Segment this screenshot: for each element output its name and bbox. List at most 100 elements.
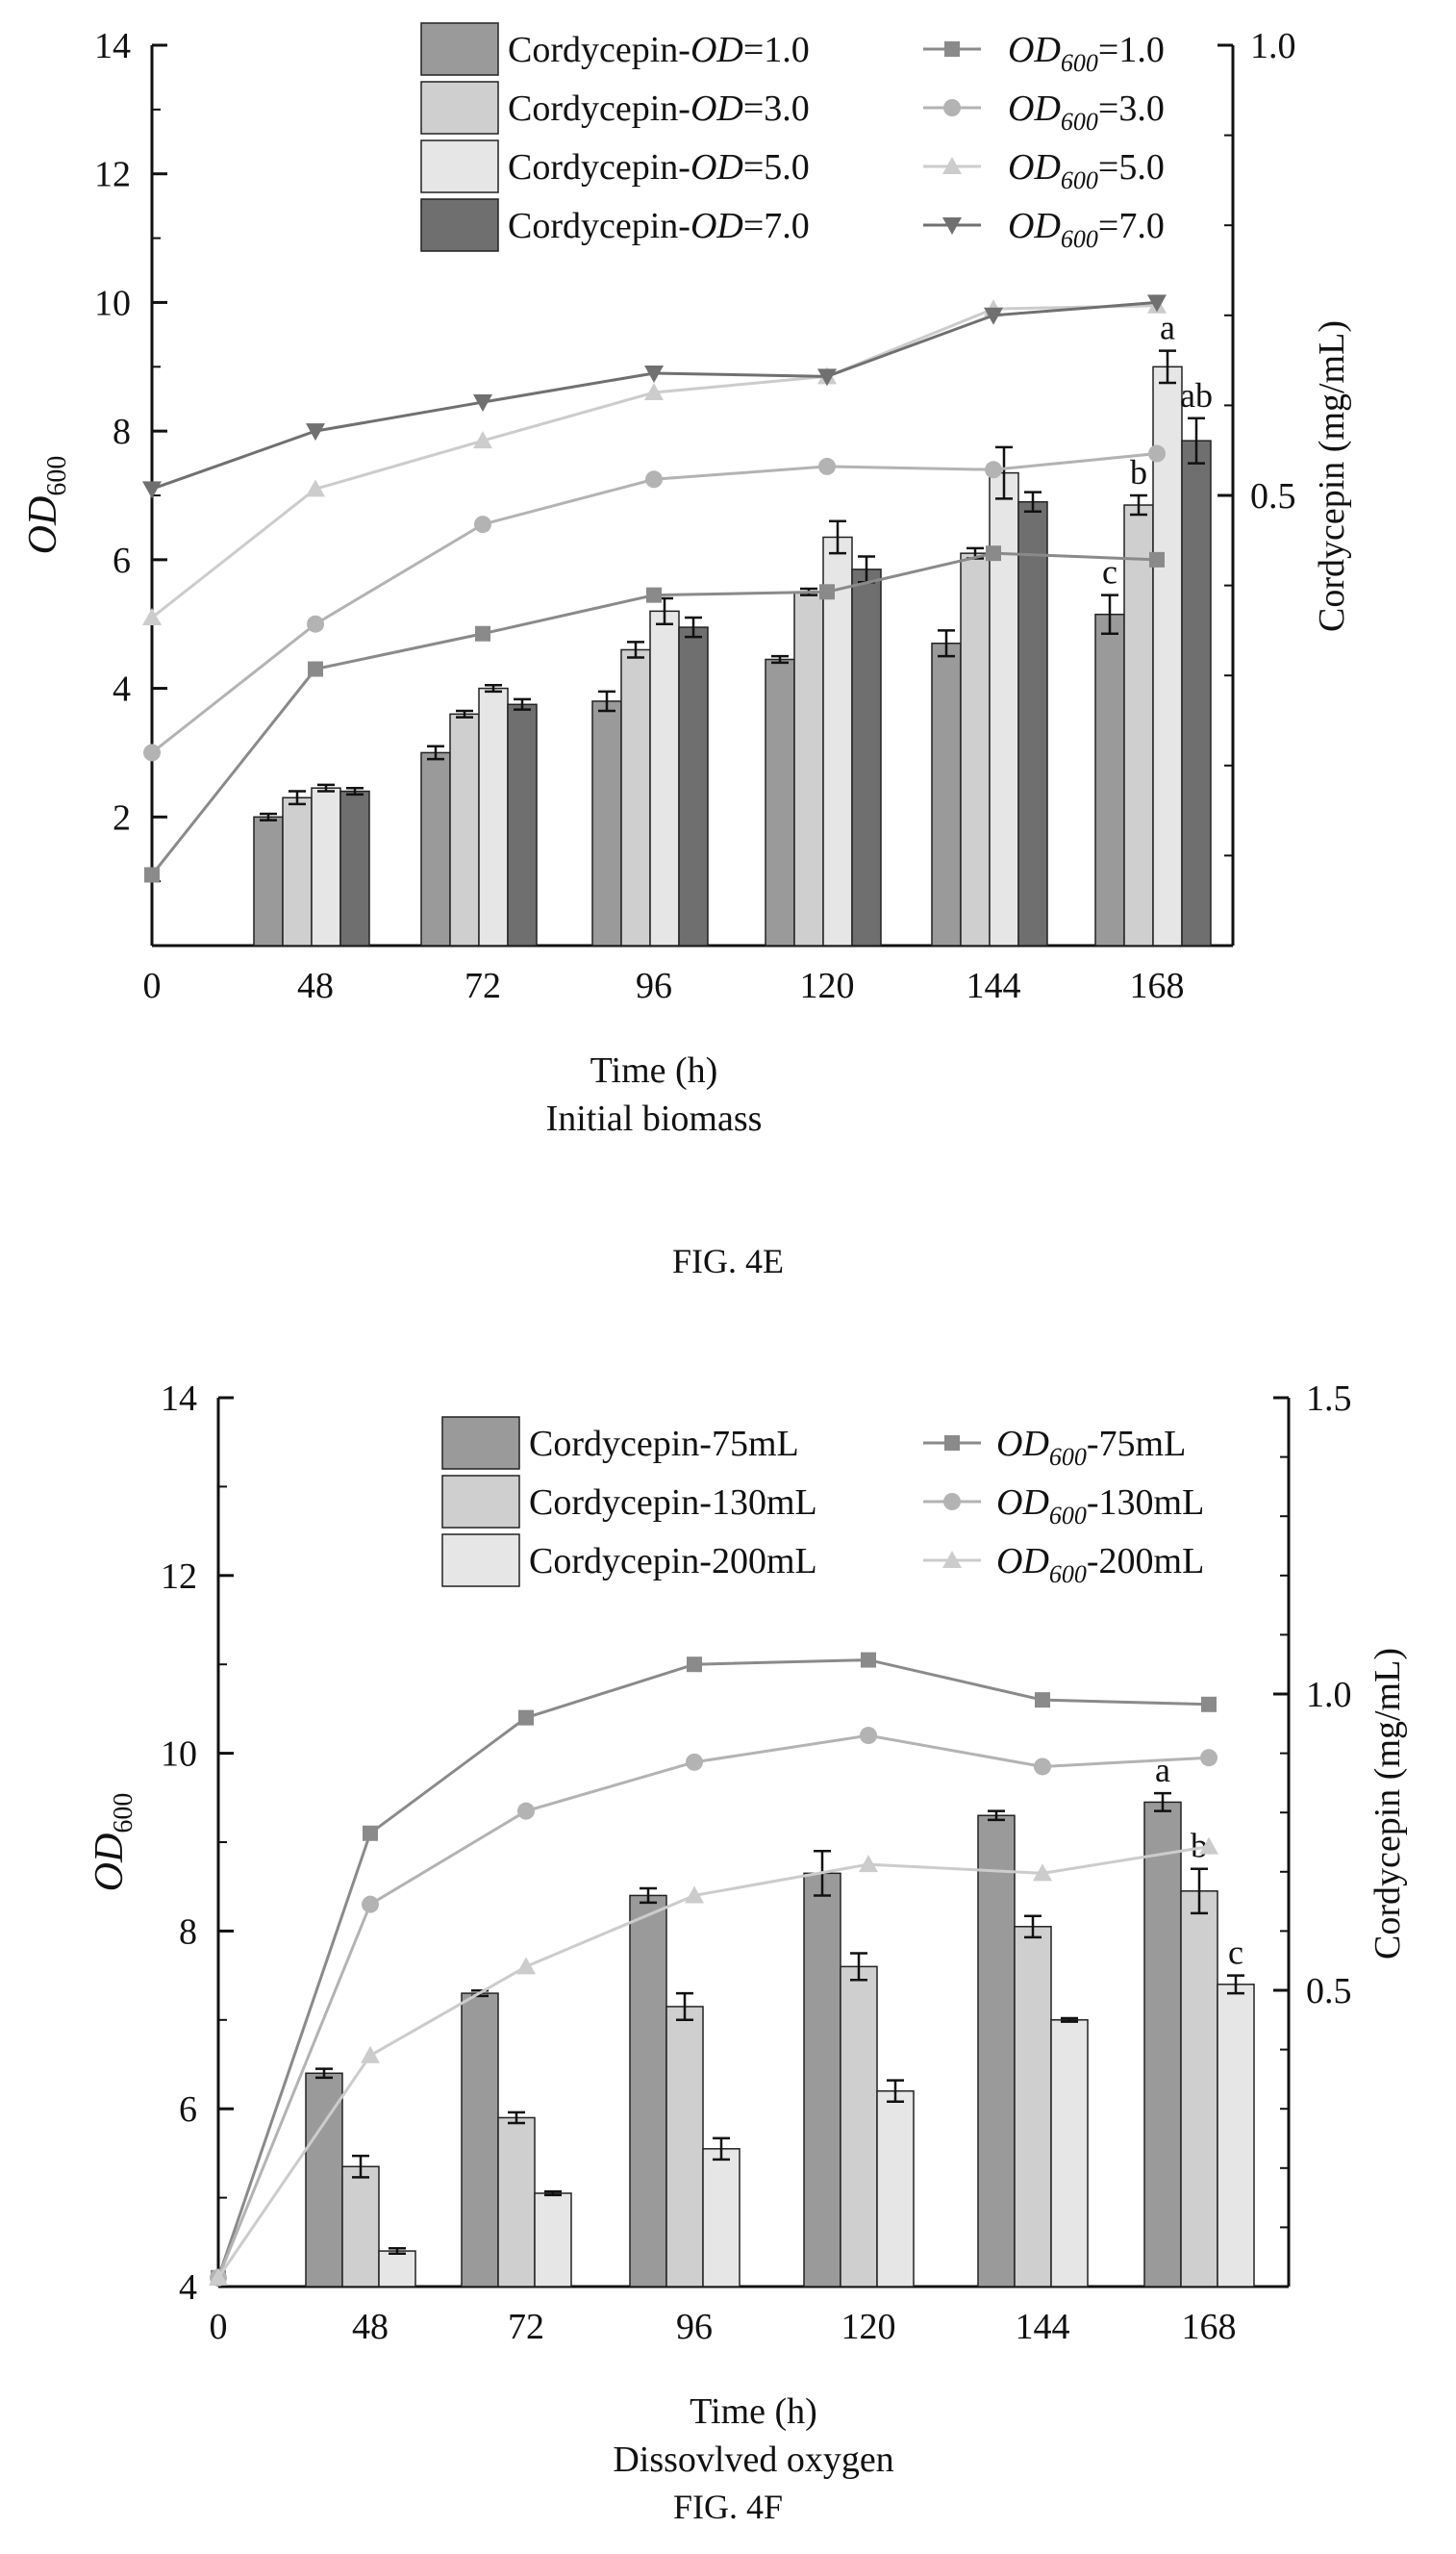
series-point — [362, 1895, 379, 1913]
legend-label-part: OD — [690, 30, 743, 70]
legend-line-tail: =7.0 — [1098, 206, 1165, 246]
legend-line-tail: =5.0 — [1098, 147, 1165, 188]
series-point — [142, 608, 162, 626]
legend-label: Cordycepin-200mL — [529, 1541, 817, 1581]
series-point — [517, 1802, 535, 1820]
series-point — [819, 584, 835, 600]
legend-line-label: OD600=3.0 — [1008, 89, 1165, 136]
bar — [1217, 1984, 1255, 2288]
series-point — [1035, 1692, 1050, 1708]
y-right-tick-label: 1.5 — [1306, 1378, 1352, 1419]
legend-label: Cordycepin-OD=7.0 — [508, 206, 810, 246]
series-point — [818, 457, 836, 475]
legend-label-part: Cordycepin-200mL — [529, 1541, 817, 1581]
legend-swatch — [441, 1533, 520, 1587]
y-left-tick-label: 12 — [94, 155, 131, 195]
bar — [420, 751, 451, 947]
bar — [507, 703, 538, 947]
legend-line-tail: -75mL — [1087, 1424, 1186, 1464]
series-point — [474, 516, 491, 534]
chart-fig-4e: 2 4 6 8 10 12 14 0.5 1.0 0 48 72 96 120 144 168 Time (h)… — [21, 22, 1352, 1139]
legend-line-sub: 600 — [1049, 1502, 1087, 1530]
series-point — [817, 368, 837, 387]
series-point — [144, 867, 160, 883]
legend-line-sub: 600 — [1049, 1443, 1087, 1471]
series-point — [644, 365, 664, 383]
legend-marker — [942, 1551, 962, 1568]
x-tick-label: 120 — [841, 2307, 896, 2347]
bar — [876, 2089, 915, 2288]
legend-line-tail: =3.0 — [1098, 89, 1165, 129]
x-tick-label: 72 — [508, 2307, 544, 2347]
legend-line-tail: =1.0 — [1098, 30, 1165, 70]
series-point — [143, 744, 161, 762]
y-left-tick-label: 8 — [113, 412, 131, 452]
bar — [1181, 440, 1212, 947]
bar — [449, 713, 480, 947]
x-tick-label: 144 — [966, 966, 1021, 1006]
legend-marker — [944, 1435, 960, 1451]
series-point — [473, 394, 492, 413]
y-axis-left-title: OD600 — [21, 456, 72, 555]
legend-label-part: =3.0 — [743, 89, 810, 129]
series-point — [685, 1885, 704, 1904]
x-tick-label: 48 — [297, 966, 334, 1006]
legend-label-part: Cordycepin-130mL — [529, 1482, 817, 1523]
chart-subtitle: Initial biomass — [546, 1099, 763, 1139]
bar — [665, 2006, 704, 2288]
bar — [339, 790, 370, 947]
y-left-tick-label: 14 — [94, 26, 131, 66]
bar — [341, 2165, 380, 2288]
legend-label: Cordycepin-130mL — [529, 1482, 817, 1523]
bar — [765, 658, 795, 947]
legend-line-main: OD — [1008, 30, 1061, 70]
chart-subtitle: Dissovlved oxygen — [613, 2440, 893, 2480]
legend-label-part: OD — [690, 147, 743, 188]
legend-label: Cordycepin-OD=3.0 — [508, 89, 810, 129]
series-point — [306, 423, 325, 442]
y-axis-right-title: Cordycepin (mg/mL) — [1368, 1648, 1408, 1960]
legend-line-main: OD — [996, 1424, 1049, 1464]
series-point — [363, 1825, 378, 1841]
bar — [1152, 366, 1183, 947]
y-left-tick-label: 6 — [113, 541, 131, 581]
series-point — [209, 2267, 228, 2286]
y-left-tick-label: 6 — [179, 2089, 197, 2130]
y-axis-left-title: OD600 — [88, 1793, 138, 1892]
y-left-title-sub: 600 — [109, 1793, 138, 1833]
bar — [478, 687, 509, 947]
series-point — [516, 1957, 536, 1975]
legend-marker — [943, 1493, 961, 1510]
bar — [305, 2072, 343, 2288]
series-point — [644, 383, 664, 401]
y-left-tick-label: 10 — [94, 283, 131, 323]
bar — [678, 626, 709, 947]
series-point — [686, 1753, 703, 1771]
legend-label: Cordycepin-OD=5.0 — [508, 147, 810, 188]
legend-marker — [944, 41, 960, 57]
bar — [461, 1992, 499, 2288]
legend-line-sub: 600 — [1061, 225, 1098, 253]
x-tick-label: 144 — [1016, 2307, 1070, 2347]
bar — [851, 569, 882, 947]
series-point — [1149, 551, 1165, 568]
series-point — [361, 2045, 380, 2063]
x-tick-label: 72 — [464, 966, 501, 1006]
legend-swatch — [441, 1475, 520, 1529]
bar — [1123, 504, 1154, 947]
bar — [793, 591, 824, 947]
y-left-title-main: OD — [21, 496, 65, 555]
x-tick-label: 96 — [676, 2307, 713, 2347]
legend-swatch — [441, 1416, 520, 1470]
legend-line-sub: 600 — [1061, 49, 1098, 77]
bar — [253, 816, 284, 947]
y-left-tick-label: 10 — [161, 1734, 197, 1775]
legend-line-tail: -200mL — [1087, 1541, 1204, 1581]
bar — [977, 1814, 1016, 2288]
legend-label-part: Cordycepin- — [508, 30, 690, 70]
bar — [1143, 1801, 1182, 2288]
legend-label-part: Cordycepin- — [508, 89, 690, 129]
significance-label: b — [1191, 1827, 1208, 1865]
legend-label-part: =5.0 — [743, 147, 810, 188]
